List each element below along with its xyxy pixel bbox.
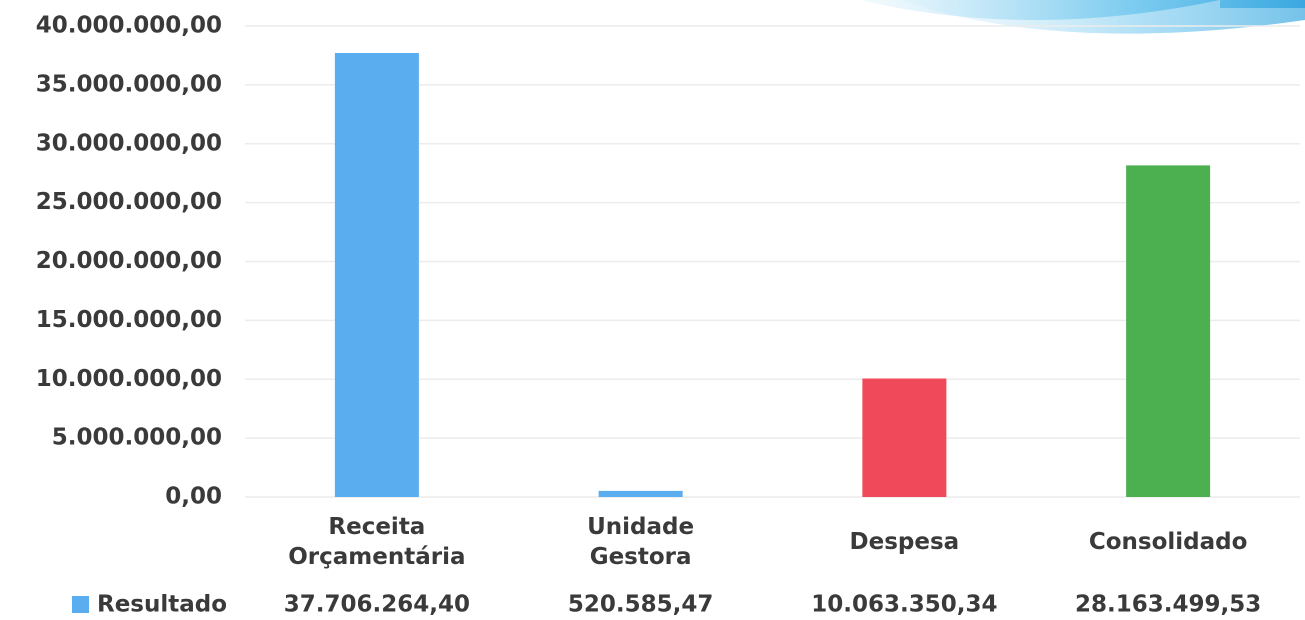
y-tick-label: 5.000.000,00 <box>52 425 222 451</box>
bar <box>862 378 947 497</box>
legend-swatch <box>72 596 89 613</box>
x-tick-label: Consolidado <box>1068 505 1268 581</box>
table-value: 10.063.350,34 <box>811 592 997 618</box>
legend-label: Resultado <box>97 592 227 618</box>
x-tick-text: Unidade Gestora <box>587 514 695 570</box>
y-tick-label: 25.000.000,00 <box>36 189 222 215</box>
y-tick-label: 10.000.000,00 <box>36 366 222 392</box>
x-tick-text: Receita Orçamentária <box>288 514 466 570</box>
table-value: 520.585,47 <box>568 592 714 618</box>
bar <box>334 53 419 498</box>
x-tick-text: Consolidado <box>1088 529 1248 556</box>
y-tick-label: 40.000.000,00 <box>36 13 222 39</box>
y-tick-label: 15.000.000,00 <box>36 307 222 333</box>
bar <box>1126 165 1211 497</box>
table-value: 28.163.499,53 <box>1075 592 1261 618</box>
y-tick-label: 30.000.000,00 <box>36 130 222 156</box>
y-tick-label: 20.000.000,00 <box>36 248 222 274</box>
decoration <box>900 0 1305 34</box>
y-tick-label: 0,00 <box>165 484 222 510</box>
x-tick-label: Despesa <box>804 505 1004 581</box>
bar <box>598 490 683 497</box>
y-tick-label: 35.000.000,00 <box>36 71 222 97</box>
x-tick-label: Receita Orçamentária <box>277 505 477 581</box>
x-tick-label: Unidade Gestora <box>541 505 741 581</box>
table-value: 37.706.264,40 <box>284 592 470 618</box>
x-tick-text: Despesa <box>849 529 960 556</box>
